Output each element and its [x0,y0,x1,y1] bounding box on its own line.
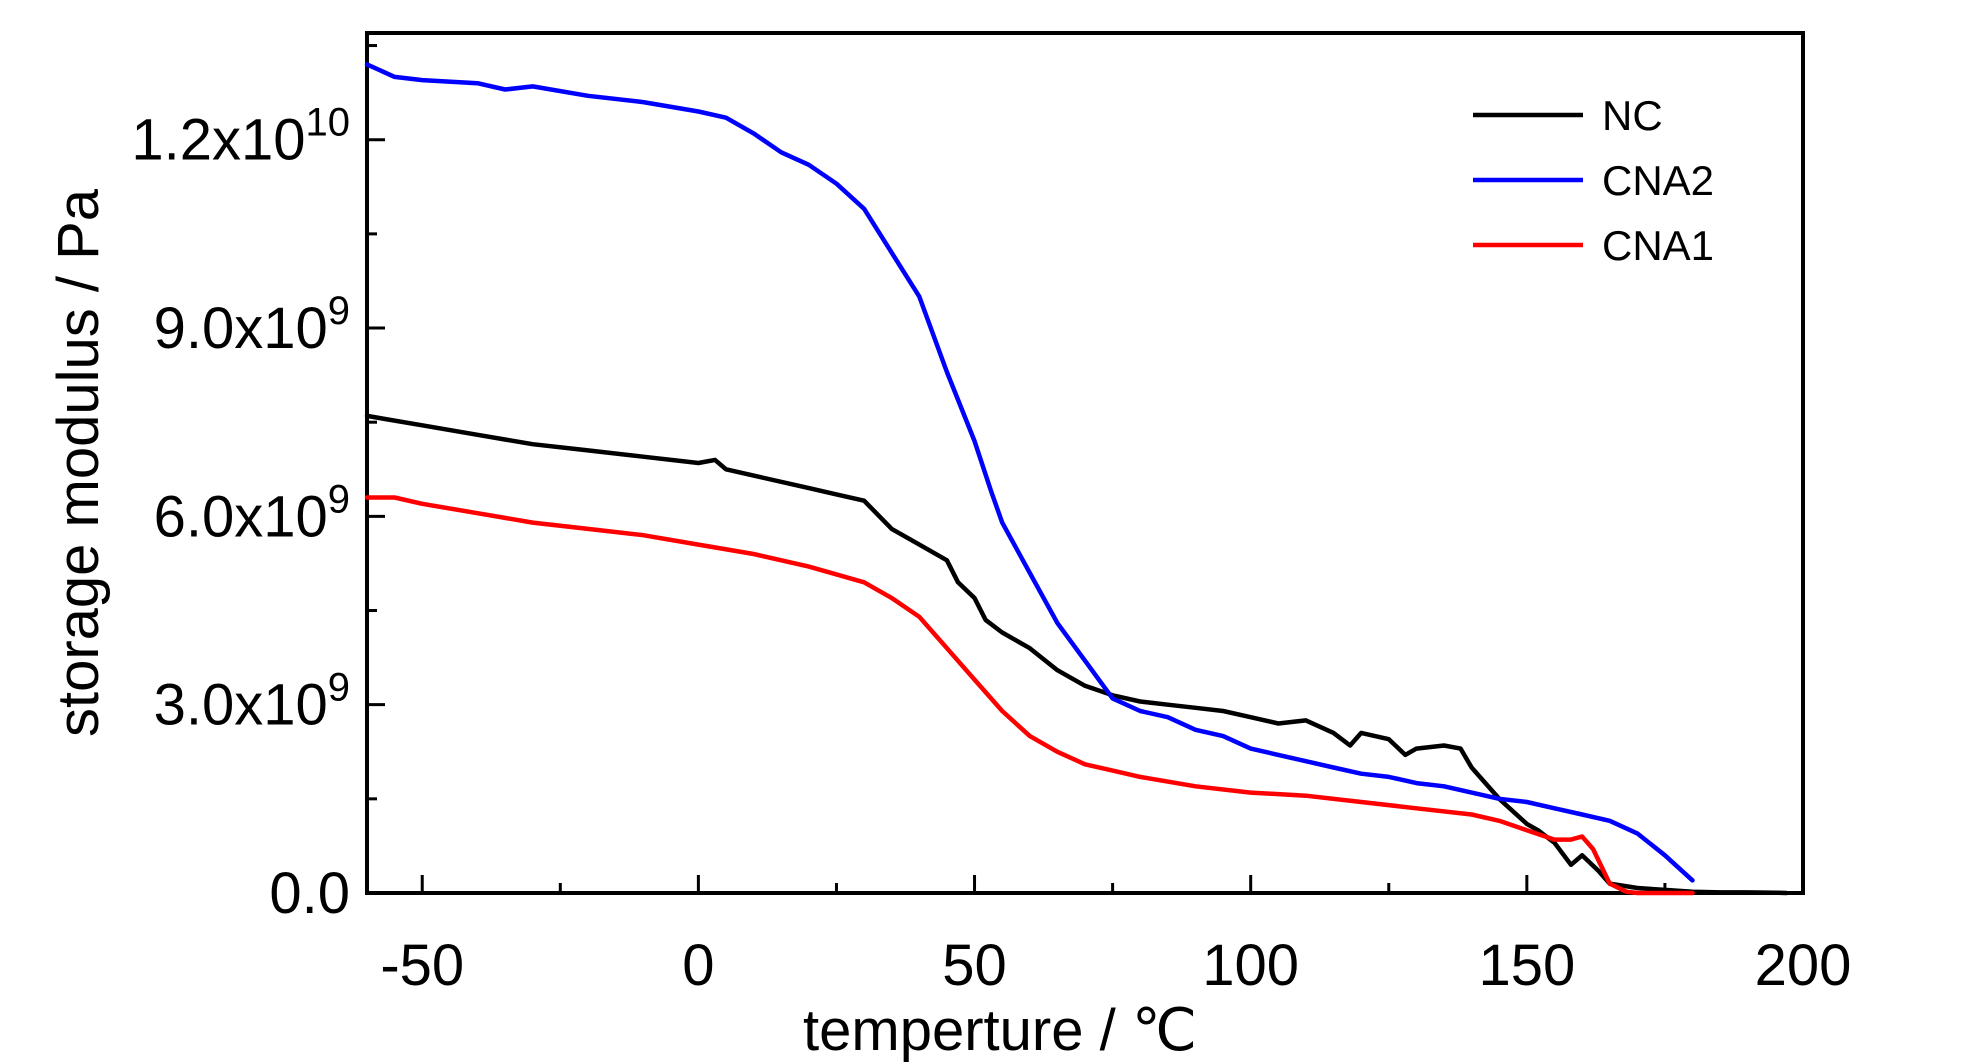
x-tick-labels: -50 0 50 100 150 200 [380,933,1851,998]
y-tick-label: 1.2x1010 [131,101,350,173]
y-tick-labels: 0.0 3.0x109 6.0x109 9.0x109 1.2x1010 [131,101,350,926]
series-lines [364,62,1789,896]
plot-frame [365,31,1805,895]
series-line-cna2 [364,62,1695,883]
x-tick-label: 0 [682,933,714,998]
x-axis-title: temperture / ℃ [803,998,1197,1063]
x-tick-label: 150 [1478,933,1575,998]
y-tick-label: 9.0x109 [154,289,350,361]
y-tick-label: 6.0x109 [154,477,350,549]
x-tick-label: -50 [380,933,464,998]
series-line-nc [364,413,1789,896]
x-tick-label: 50 [942,933,1007,998]
y-tick-label: 3.0x109 [154,666,350,738]
legend-label-nc: NC [1602,92,1663,139]
x-tick-label: 200 [1755,933,1852,998]
y-tick-label: 0.0 [269,861,350,926]
legend-label-cna1: CNA1 [1602,222,1714,269]
legend: NC CNA2 CNA1 [1473,92,1714,269]
x-tick-label: 100 [1202,933,1299,998]
legend-label-cna2: CNA2 [1602,157,1714,204]
series-line-cna1 [364,495,1695,896]
y-axis-title: storage modulus / Pa [46,188,111,737]
